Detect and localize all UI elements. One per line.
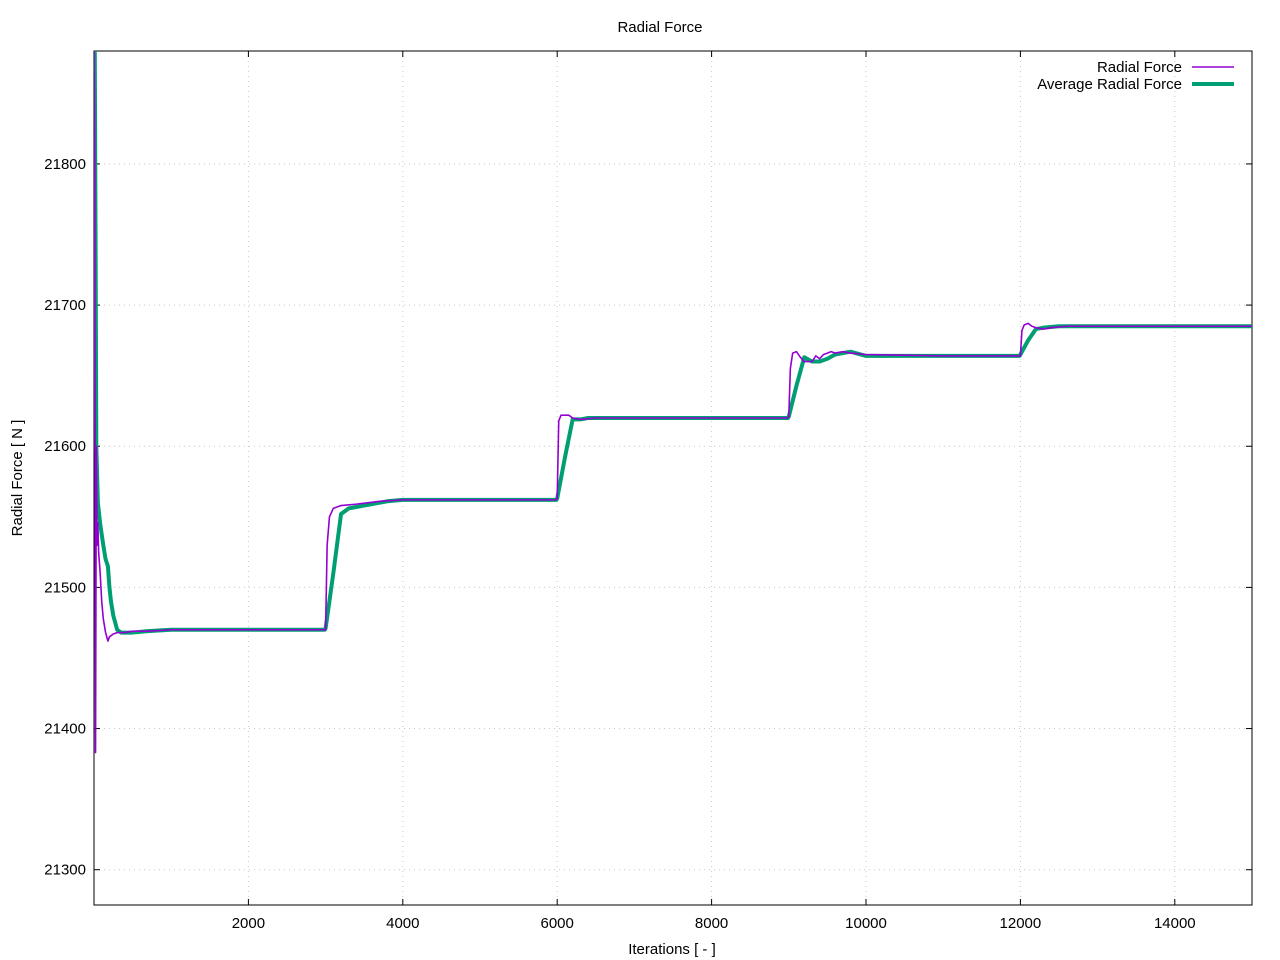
average-radial-force-line bbox=[94, 51, 1252, 635]
y-axis-label: Radial Force [ N ] bbox=[9, 420, 26, 537]
y-tick-label: 21600 bbox=[44, 438, 86, 455]
chart-title: Radial Force bbox=[617, 19, 702, 36]
x-tick-label: 14000 bbox=[1154, 915, 1196, 932]
legend-radial-force-label: Radial Force bbox=[1097, 59, 1182, 76]
legend-average-radial-force-label: Average Radial Force bbox=[1037, 76, 1182, 93]
series-lines bbox=[94, 51, 1252, 754]
x-tick-label: 2000 bbox=[232, 915, 265, 932]
plot-frame bbox=[93, 50, 1253, 906]
x-axis-label: Iterations [ - ] bbox=[628, 941, 716, 958]
y-tick-label: 21800 bbox=[44, 156, 86, 173]
y-tick-label: 21300 bbox=[44, 862, 86, 879]
x-tick-label: 4000 bbox=[386, 915, 419, 932]
grid bbox=[94, 51, 1252, 905]
x-tick-label: 6000 bbox=[541, 915, 574, 932]
x-tick-label: 10000 bbox=[845, 915, 887, 932]
y-tick-label: 21700 bbox=[44, 297, 86, 314]
x-tick-label: 8000 bbox=[695, 915, 728, 932]
y-tick-label: 21500 bbox=[44, 579, 86, 596]
x-tick-label: 12000 bbox=[1000, 915, 1042, 932]
axis-ticks: 2000 4000 6000 8000 10000 12000 14000 21300 2140… bbox=[44, 51, 1252, 932]
y-tick-label: 21400 bbox=[44, 721, 86, 738]
radial-force-line bbox=[94, 51, 1252, 754]
